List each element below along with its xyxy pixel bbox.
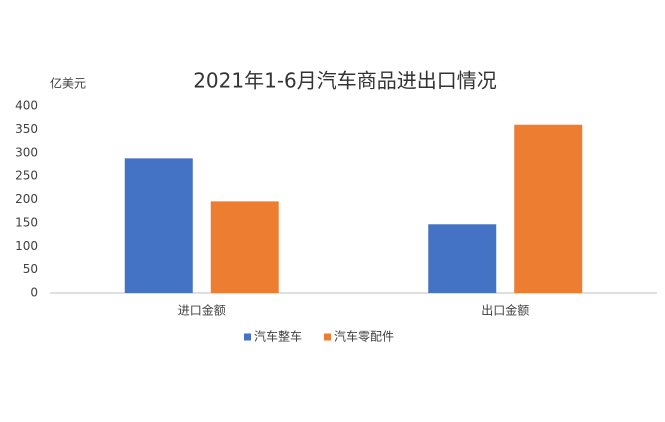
legend-label: 汽车零配件 [334, 329, 394, 344]
bar [210, 201, 279, 293]
y-tick-label: 300 [15, 145, 38, 159]
bar [514, 124, 583, 293]
chart-title: 2021年1-6月汽车商品进出口情况 [193, 69, 497, 93]
y-tick-label: 150 [15, 215, 38, 229]
y-tick-label: 50 [23, 262, 38, 276]
y-tick-label: 250 [15, 169, 38, 183]
y-axis-label: 亿美元 [50, 76, 86, 91]
y-tick-label: 100 [15, 239, 38, 253]
x-tick-label: 出口金额 [481, 303, 529, 318]
y-tick-label: 400 [15, 99, 38, 113]
y-tick-label: 0 [30, 286, 38, 300]
legend-label: 汽车整车 [254, 329, 302, 344]
y-tick-label: 350 [15, 122, 38, 136]
y-tick-label: 200 [15, 192, 38, 206]
legend-swatch [324, 333, 331, 341]
bar [428, 224, 497, 293]
x-tick-label: 进口金额 [178, 303, 226, 318]
bar [124, 158, 193, 293]
legend-swatch [244, 333, 251, 341]
